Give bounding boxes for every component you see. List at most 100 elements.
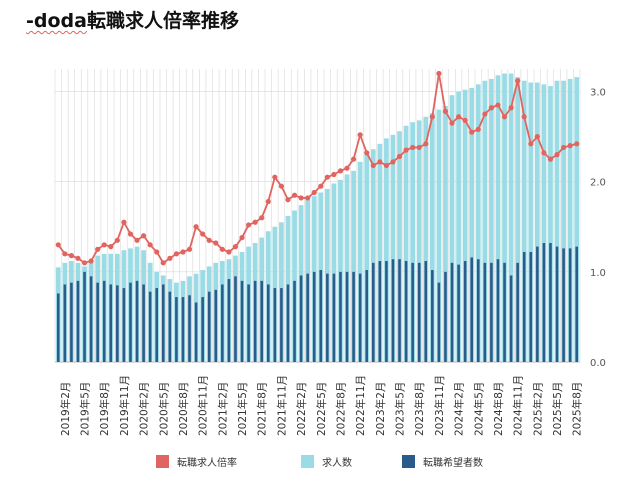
ratio-point <box>140 233 147 239</box>
bar-seekers <box>293 280 296 362</box>
ratio-point <box>101 242 107 248</box>
ratio-point <box>528 141 534 147</box>
bar-seekers <box>148 291 152 362</box>
bar-seekers <box>83 271 86 362</box>
ratio-point <box>154 249 160 255</box>
bar-seekers <box>358 273 362 362</box>
legend-label-ratio: 転職求人倍率 <box>177 458 237 469</box>
bar-seekers <box>188 295 191 362</box>
ratio-point <box>475 126 481 133</box>
legend-swatch-openings <box>301 455 314 468</box>
bar-seekers <box>444 271 447 362</box>
bar-openings <box>495 75 501 363</box>
ratio-point <box>462 117 468 123</box>
bar-seekers <box>562 248 565 362</box>
bar-openings <box>475 84 481 362</box>
bar-seekers <box>549 242 552 362</box>
bar-seekers <box>299 275 303 362</box>
bar-seekers <box>516 262 519 362</box>
bar-seekers <box>398 259 401 362</box>
bar-openings <box>351 170 356 362</box>
ratio-point <box>357 132 363 138</box>
bar-openings <box>521 80 527 362</box>
bar-seekers <box>568 248 572 362</box>
ratio-point <box>455 114 462 120</box>
ratio-point <box>508 105 514 111</box>
bar-seekers <box>463 261 467 362</box>
legend-item-seekers: 転職希望者数 <box>402 454 483 469</box>
y-axis-ticks: 0.0 1.0 2.0 3.0 <box>590 88 606 369</box>
bar-seekers <box>371 262 375 362</box>
title-prefix: -doda <box>26 10 87 32</box>
x-tick-label: 2025年5月 <box>551 382 564 436</box>
x-tick-label: 2023年8月 <box>413 382 426 436</box>
bar-openings <box>534 82 540 363</box>
ratio-point <box>200 231 206 237</box>
ratio-point <box>108 244 114 250</box>
ratio-point <box>423 141 429 147</box>
bar-seekers <box>76 280 80 362</box>
bar-seekers <box>168 291 172 362</box>
ratio-point <box>554 152 560 158</box>
ratio-point <box>239 234 245 241</box>
ratio-point <box>95 246 101 252</box>
y-tick-label: 1.0 <box>590 268 606 279</box>
ratio-point <box>436 70 442 77</box>
bar-seekers <box>529 252 533 362</box>
x-tick-label: 2024年2月 <box>453 382 466 436</box>
legend-label-openings: 求人数 <box>322 458 352 469</box>
bar-seekers <box>70 282 73 362</box>
bar-seekers <box>96 282 99 362</box>
bar-seekers <box>496 259 500 362</box>
ratio-point <box>469 129 475 135</box>
bar-openings <box>390 134 396 362</box>
ratio-point <box>272 174 278 180</box>
ratio-point <box>62 251 68 257</box>
ratio-point <box>501 114 508 120</box>
x-tick-label: 2023年2月 <box>374 382 387 436</box>
bar-openings <box>436 109 442 362</box>
bar-seekers <box>194 302 198 362</box>
legend-item-openings: 求人数 <box>301 454 352 469</box>
ratio-point <box>167 255 173 261</box>
x-tick-label: 2019年11月 <box>118 375 131 436</box>
x-tick-label: 2019年2月 <box>59 382 72 436</box>
bar-openings <box>357 161 363 362</box>
bar-seekers <box>181 297 185 362</box>
bar-seekers <box>135 280 139 362</box>
x-tick-label: 2022年5月 <box>315 382 328 436</box>
bar-seekers <box>280 288 283 362</box>
bar-seekers <box>227 279 231 362</box>
bar-openings <box>528 82 534 363</box>
bar-seekers <box>378 261 382 362</box>
bar-seekers <box>490 262 493 362</box>
bar-seekers <box>411 262 414 362</box>
bar-seekers <box>424 261 428 362</box>
x-tick-label: 2020年5月 <box>157 382 170 436</box>
bar-seekers <box>116 285 119 362</box>
bar-seekers <box>155 288 159 362</box>
ratio-point <box>68 253 75 259</box>
bar-seekers <box>102 280 106 362</box>
ratio-point <box>403 147 409 153</box>
legend-swatch-ratio <box>156 455 169 468</box>
ratio-point <box>285 197 291 203</box>
x-tick-label: 2020年8月 <box>177 382 190 436</box>
ratio-point <box>134 237 140 243</box>
bar-seekers <box>450 262 454 362</box>
ratio-point <box>370 162 376 169</box>
bar-seekers <box>483 262 487 362</box>
x-tick-label: 2021年5月 <box>236 382 249 436</box>
bar-openings <box>410 122 416 363</box>
x-tick-label: 2020年2月 <box>138 382 151 436</box>
bar-seekers <box>312 271 316 362</box>
bar-seekers <box>332 273 336 362</box>
bar-openings <box>377 143 383 362</box>
ratio-point <box>442 108 449 114</box>
ratio-point <box>390 159 396 165</box>
ratio-point <box>305 195 311 201</box>
x-tick-label: 2022年8月 <box>334 382 347 436</box>
bar-seekers <box>221 284 224 362</box>
bar-seekers <box>385 261 388 362</box>
